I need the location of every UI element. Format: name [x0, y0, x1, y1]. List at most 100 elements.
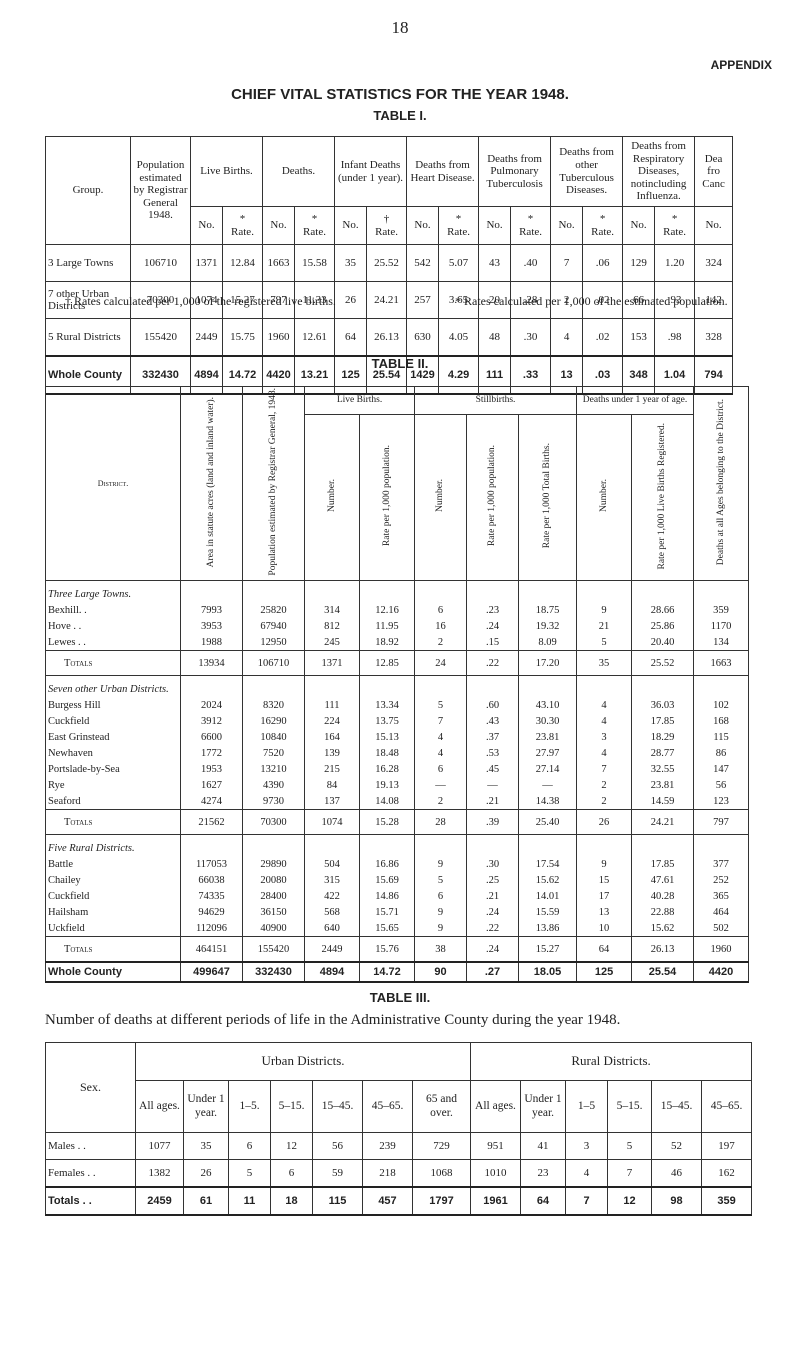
cell: 70300: [242, 809, 305, 836]
cell: 123: [693, 793, 750, 810]
cell: 23.81: [518, 729, 578, 746]
cell: .06: [582, 244, 624, 282]
sub-header: No.: [478, 206, 512, 245]
cell: 15.62: [518, 872, 578, 889]
cell: 7: [414, 713, 468, 730]
table-row: Females . . 1382 26 5 6 59 218 1068 1010 23 4 7 46 16…: [45, 1159, 753, 1188]
section-row: Seven other Urban Districts.: [45, 675, 750, 698]
cell: 1371: [190, 244, 223, 282]
table-caption: TABLE III.: [369, 990, 431, 1005]
cell: 139: [304, 745, 360, 762]
cell: Males . .: [45, 1132, 136, 1160]
blank-cell: [466, 675, 520, 698]
cell: 28: [414, 809, 468, 836]
cell: 252: [693, 872, 750, 889]
cell: 1663: [262, 244, 295, 282]
sub-header: 15–45.: [312, 1080, 363, 1133]
cell: 9: [414, 904, 468, 921]
cell: 21: [576, 618, 633, 635]
cell: 13210: [242, 761, 305, 778]
column-header: Rate per 1,000 Total Births.: [518, 414, 578, 582]
cell: 26: [576, 809, 633, 836]
column-header: Area in statute acres (land and inland w…: [180, 386, 243, 582]
cell: Bexhill. .: [45, 602, 181, 619]
cell: 74335: [180, 888, 243, 905]
cell: .25: [466, 872, 520, 889]
cell: 6: [414, 602, 468, 619]
cell: 218: [362, 1159, 413, 1188]
whole-county-row: Whole County 499647 332430 4894 14.72 90.27 18…: [45, 961, 750, 984]
column-header: Group.: [45, 136, 131, 245]
cell: 9: [414, 920, 468, 937]
cell: .40: [510, 244, 552, 282]
blank-cell: [518, 675, 578, 698]
cell: 106710: [130, 244, 191, 282]
cell: 25.40: [518, 809, 578, 836]
cell: 147: [693, 761, 750, 778]
cell: 18.29: [631, 729, 695, 746]
group-header: Deaths.: [261, 136, 336, 207]
cell: 8320: [242, 697, 305, 714]
cell: —: [414, 777, 468, 794]
cell: 106710: [242, 650, 305, 677]
cell: 15.58: [293, 244, 336, 282]
cell: 2: [576, 793, 633, 810]
cell: 257: [406, 281, 440, 319]
header-row: No. * Rate. No. * Rate. No. † Rate. No. * Rate.…: [46, 206, 734, 245]
cell: 14.38: [518, 793, 578, 810]
sub-header: Under 1 year.: [520, 1080, 566, 1133]
cell: 21562: [180, 809, 243, 836]
table-three-wrap: Sex. Urban Districts. Rural Districts. All …: [45, 1042, 790, 1216]
column-header: Number.: [414, 414, 468, 582]
cell: Females . .: [45, 1159, 136, 1188]
cell: 15.59: [518, 904, 578, 921]
cell: .24: [466, 936, 520, 963]
blank-cell: [414, 834, 468, 857]
header-text: Rate per 1,000 population.: [381, 445, 392, 547]
cell: Cuckfield: [45, 888, 181, 905]
sub-header: * Rate.: [293, 206, 336, 245]
cell: 24.21: [366, 281, 408, 319]
cell: 5: [414, 872, 468, 889]
cell: .22: [466, 920, 520, 937]
cell: 64: [334, 318, 368, 357]
cell: 14.01: [518, 888, 578, 905]
cell: 14.72: [358, 961, 416, 984]
table-row: Cuckfield 3912 16290 224 13.75 7.43 30.30 4 17.8…: [45, 713, 750, 730]
totals-row: Totals 13934 106710 1371 12.85 24.22 17.20 35 25…: [45, 650, 750, 677]
column-header: Number.: [576, 414, 633, 582]
cell: Uckfield: [45, 920, 181, 937]
header-text: Rate per 1,000 Live Births Registered.: [657, 422, 668, 570]
totals-row: Totals 21562 70300 1074 15.28 28.39 25.40 26 24.…: [45, 809, 750, 836]
sub-header: 65 and over.: [412, 1080, 471, 1133]
cell: .37: [466, 729, 520, 746]
group-header: Live Births.: [303, 386, 416, 416]
group-header: Live Births.: [190, 136, 263, 207]
cell: 640: [304, 920, 360, 937]
cell: .30: [466, 856, 520, 873]
sub-header: Under 1 year.: [183, 1080, 229, 1133]
cell: 3.65: [438, 281, 480, 319]
cell: Totals: [45, 809, 181, 836]
cell: 1.20: [654, 244, 696, 282]
group-header: Deaths from Heart Disease.: [406, 136, 480, 207]
cell: Lewes . .: [45, 634, 181, 651]
cell: 14.08: [358, 793, 416, 810]
sub-header: No.: [406, 206, 440, 245]
cell: 48: [478, 318, 512, 357]
blank-cell: [631, 675, 695, 698]
table-caption: TABLE I.: [373, 108, 427, 123]
cell: 52: [651, 1132, 702, 1160]
cell: 4.05: [438, 318, 480, 357]
column-header: Population estimated by Registrar Genera…: [242, 386, 305, 582]
cell: 1010: [470, 1159, 521, 1188]
cell: 35: [334, 244, 368, 282]
cell: 951: [470, 1132, 521, 1160]
group-header: Infant Deaths (under 1 year).: [334, 136, 408, 207]
header-row: All ages. Under 1 year. 1–5. 5–15. 15–45. 45–…: [46, 1080, 753, 1133]
column-header: Rate per 1,000 population.: [466, 414, 520, 582]
cell: 13.75: [358, 713, 416, 730]
cell: 23.81: [631, 777, 695, 794]
blank-cell: [466, 580, 520, 603]
cell: 17.54: [518, 856, 578, 873]
